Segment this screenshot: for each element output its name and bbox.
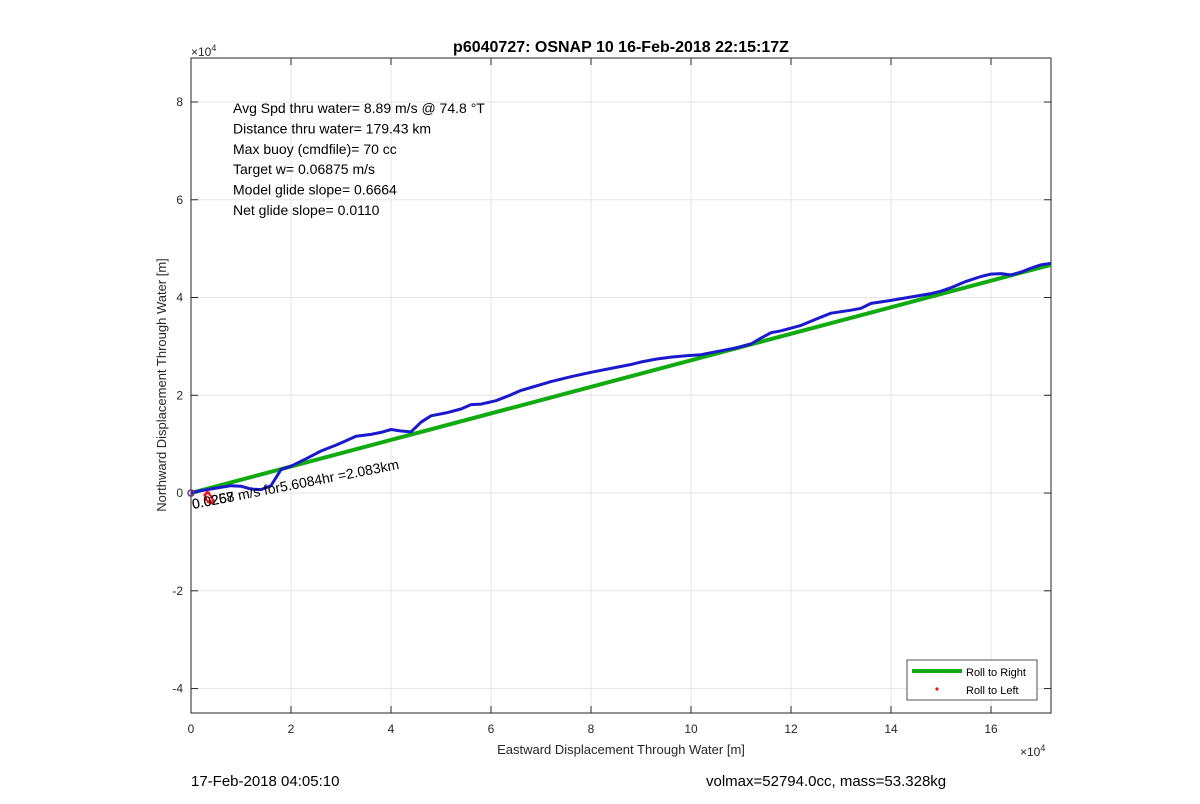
chart-title: p6040727: OSNAP 10 16-Feb-2018 22:15:17Z: [453, 39, 789, 56]
annotation-line: Max buoy (cmdfile)= 70 cc: [233, 141, 397, 157]
series-point-roll-to-left: [203, 493, 207, 497]
legend-label-roll-right: Roll to Right: [966, 667, 1026, 679]
x-tick-label: 16: [984, 722, 998, 736]
x-tick-label: 12: [784, 722, 798, 736]
x-tick-label: 4: [388, 722, 395, 736]
y-exponent-power: 4: [211, 43, 216, 53]
y-tick-label: 6: [176, 193, 183, 207]
series-point-roll-to-left: [209, 495, 214, 499]
legend: Roll to Right Roll to Left: [906, 659, 1038, 701]
x-tick-label: 2: [288, 722, 295, 736]
series-point-roll-to-left: [205, 490, 209, 495]
x-tick-label: 8: [588, 722, 595, 736]
x-tick-label: 6: [488, 722, 495, 736]
x-exponent-base: ×10: [1020, 745, 1041, 759]
annotation-line: Avg Spd thru water= 8.89 m/s @ 74.8 °T: [233, 100, 485, 116]
plot-area: 0 2 4 6 8 10 12 14 16 -4 -2 0 2 4 6 8: [172, 57, 1052, 736]
svg-text:×104: ×104: [1020, 743, 1045, 759]
legend-box: [906, 659, 1038, 701]
x-ticks: 0 2 4 6 8 10 12 14 16: [188, 58, 998, 736]
series-line-roll-to-right: [190, 262, 1052, 495]
annotation-line: Target w= 0.06875 m/s: [233, 161, 375, 177]
series-line-track: [190, 261, 1052, 495]
legend-swatch-roll-left: [935, 687, 939, 691]
start-marker: [187, 489, 195, 497]
y-tick-label: -2: [172, 584, 183, 598]
y-tick-label: 4: [176, 291, 183, 305]
series-point-roll-to-left: [203, 497, 208, 501]
series-layer: [187, 261, 1052, 505]
y-exponent-label: ×104: [191, 43, 216, 59]
x-exponent-power: 4: [1040, 743, 1045, 753]
y-exponent-base: ×10: [191, 45, 212, 59]
annotation-line: Net glide slope= 0.0110: [233, 202, 380, 218]
x-tick-label: 0: [188, 722, 195, 736]
y-tick-label: 2: [176, 388, 183, 402]
y-ticks: -4 -2 0 2 4 6 8: [172, 95, 1051, 696]
stats-annotations: Avg Spd thru water= 8.89 m/s @ 74.8 °T Di…: [233, 100, 485, 218]
x-exponent-label: ×104: [1020, 743, 1045, 759]
annotation-line: Distance thru water= 179.43 km: [233, 120, 431, 136]
y-axis-label: Northward Displacement Through Water [m]: [154, 258, 169, 512]
series-point-roll-to-left: [211, 498, 215, 502]
footer-timestamp: 17-Feb-2018 04:05:10: [191, 773, 340, 790]
footer-volmax-mass: volmax=52794.0cc, mass=53.328kg: [706, 773, 947, 790]
x-tick-label: 14: [884, 722, 898, 736]
series-point-roll-to-left: [206, 500, 211, 504]
legend-label-roll-left: Roll to Left: [966, 685, 1019, 697]
y-tick-label: 8: [176, 95, 183, 109]
x-tick-label: 10: [684, 722, 698, 736]
series-point-roll-to-left: [209, 501, 214, 505]
svg-text:×104: ×104: [191, 43, 216, 59]
axes-box: [190, 57, 1052, 714]
y-tick-label: -4: [172, 682, 183, 696]
x-axis-label: Eastward Displacement Through Water [m]: [497, 742, 745, 757]
y-tick-label: 0: [176, 486, 183, 500]
annotation-line: Model glide slope= 0.6664: [233, 182, 397, 198]
